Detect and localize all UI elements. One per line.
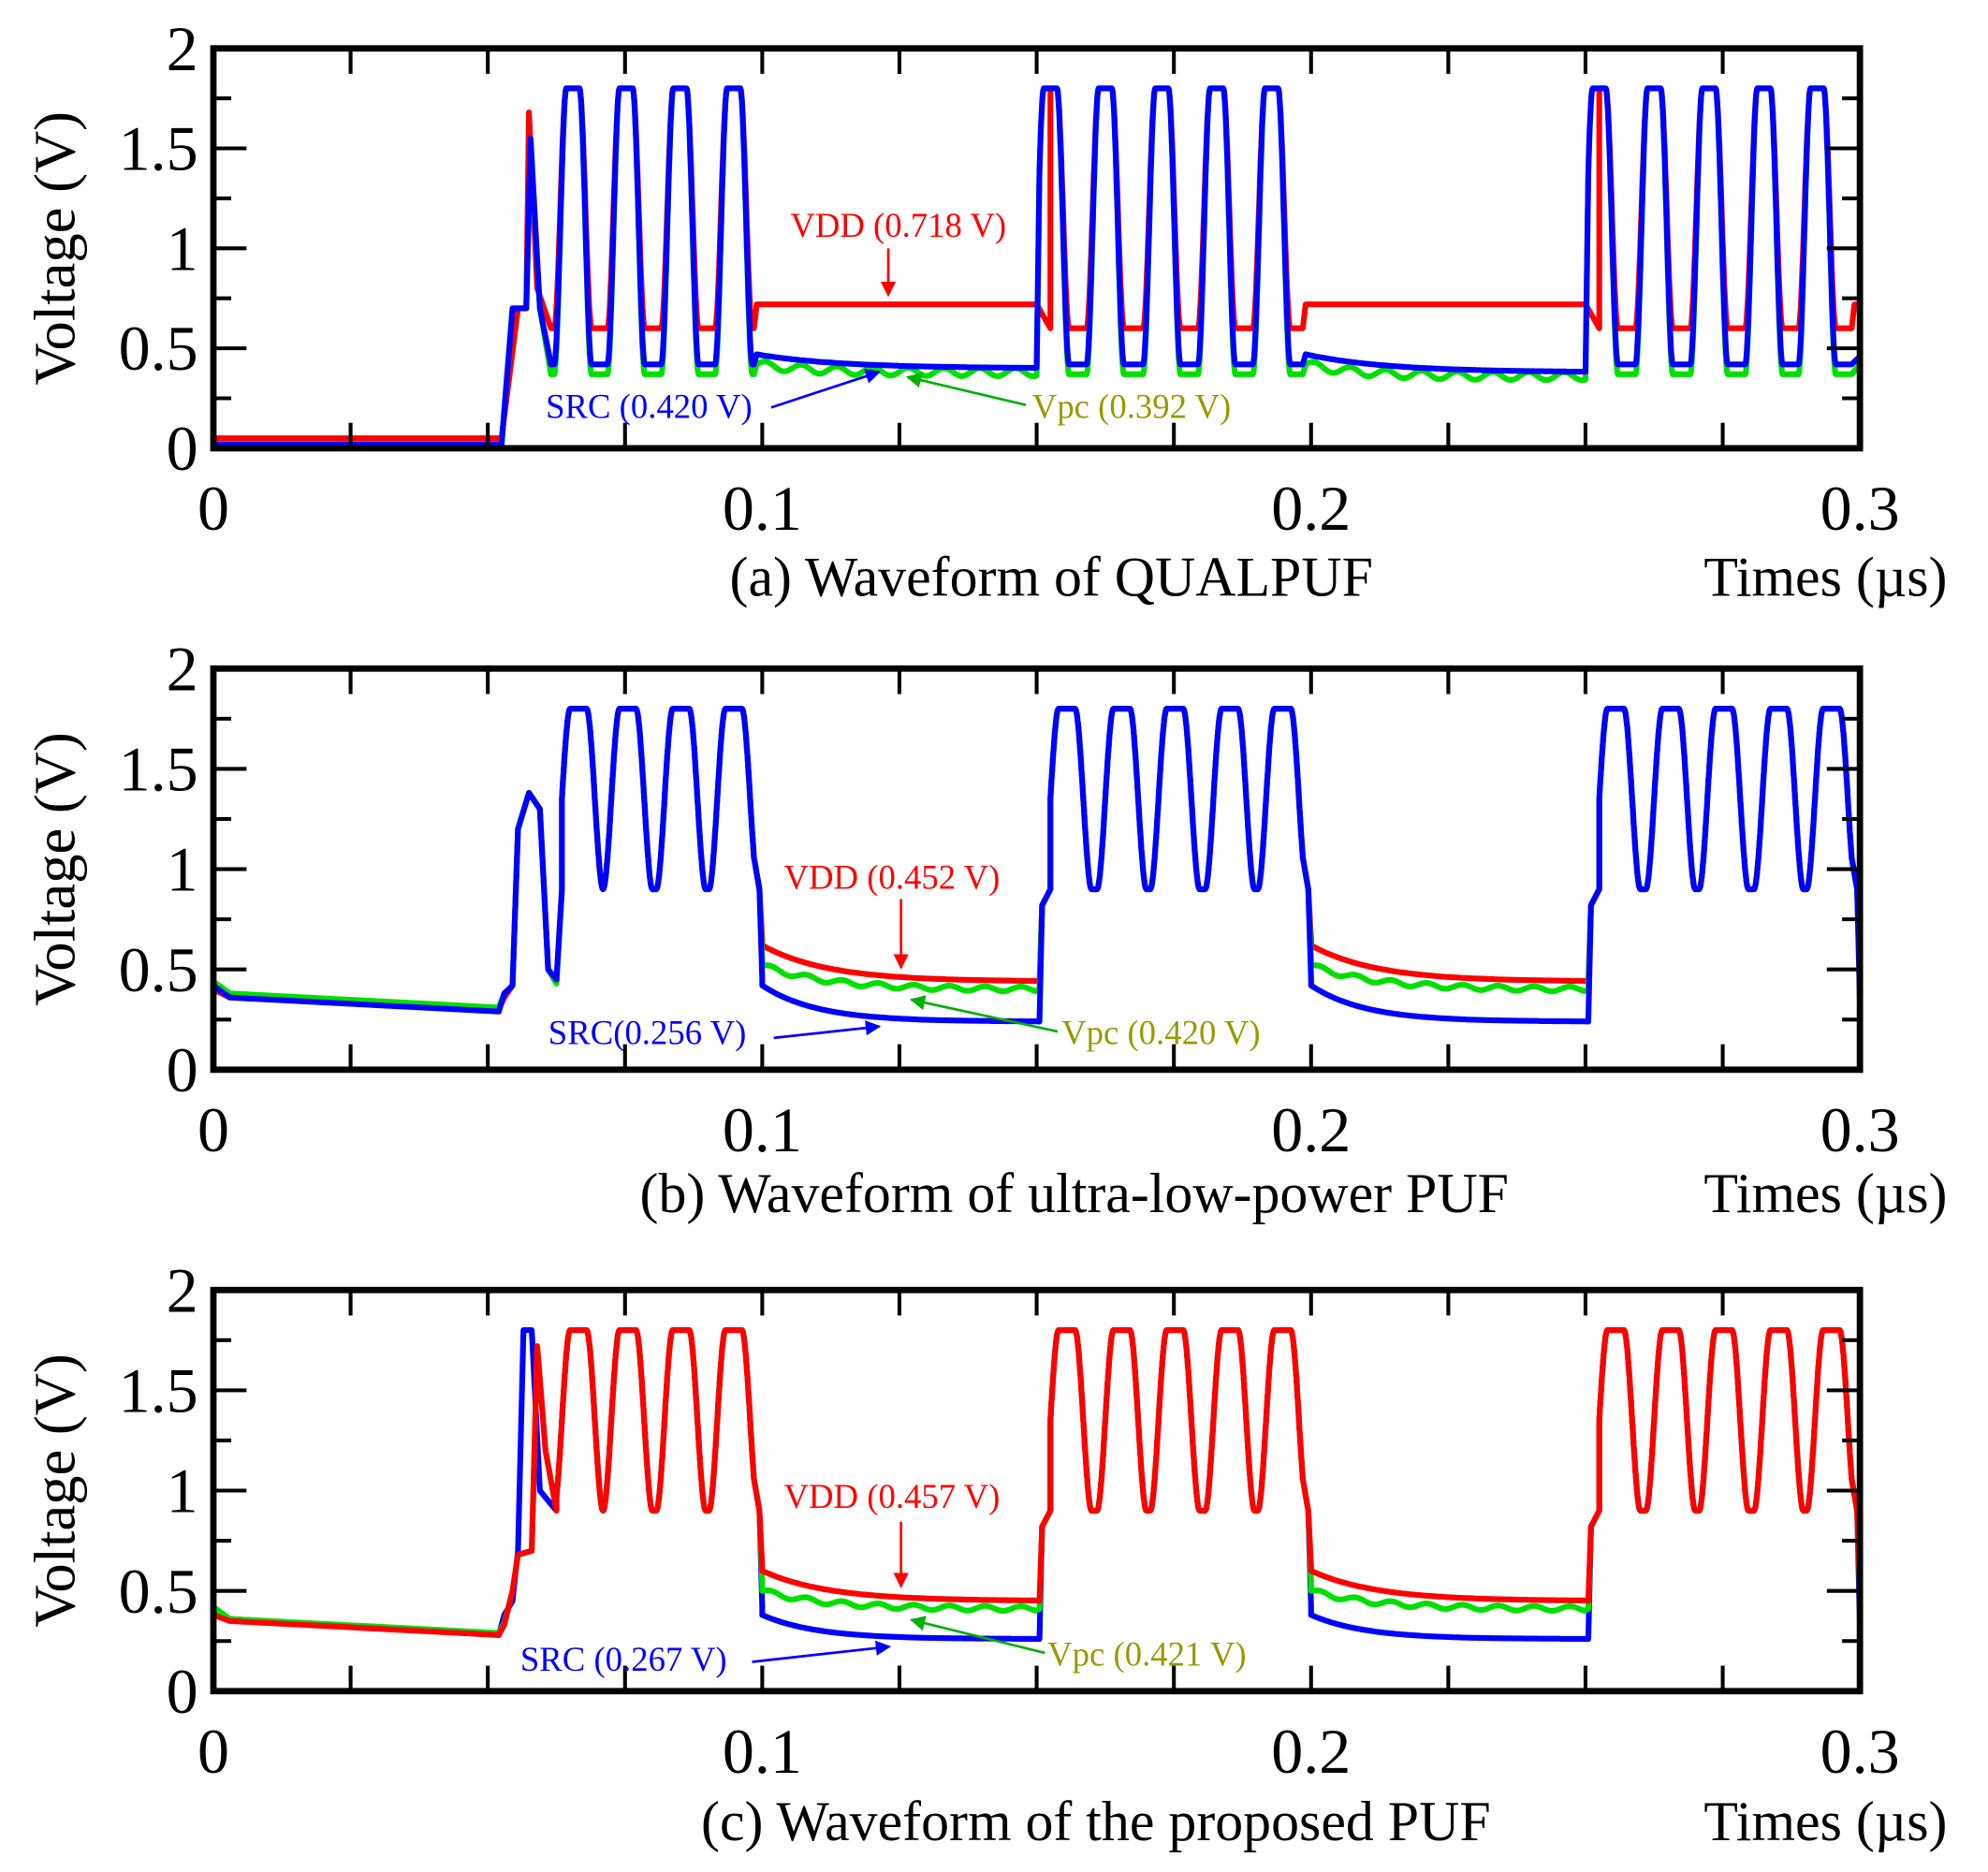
x-tick-label: 0 <box>197 1716 229 1787</box>
series-line-src <box>212 1327 1861 1643</box>
x-tick-label: 0.3 <box>1820 1716 1900 1787</box>
annotation-src: SRC (0.420 V) <box>546 387 753 425</box>
x-tick-label: 0.3 <box>1820 1094 1900 1165</box>
x-axis-label: Times (µs) <box>1703 547 1947 608</box>
x-tick-label: 0.1 <box>723 1094 802 1165</box>
y-tick-label: 1.5 <box>119 734 198 805</box>
y-tick-label: 2 <box>167 13 198 84</box>
series-line-vdd <box>212 706 1861 1013</box>
annotation-vpc: Vpc (0.392 V) <box>1032 387 1231 425</box>
annotation-arrow-vpc <box>909 1616 1045 1655</box>
series-line-src <box>212 706 1861 1025</box>
annotation-vpc: Vpc (0.421 V) <box>1047 1635 1246 1674</box>
y-tick-label: 1 <box>167 1455 198 1527</box>
y-tick-label: 1 <box>167 212 198 284</box>
y-tick-label: 2 <box>167 633 198 704</box>
y-axis-label: Voltage (V) <box>22 111 88 386</box>
annotation-vdd: VDD (0.452 V) <box>784 858 1001 897</box>
annotation-vdd: VDD (0.457 V) <box>784 1477 1001 1515</box>
y-tick-label: 1 <box>167 834 198 905</box>
y-axis-label: Voltage (V) <box>22 732 88 1006</box>
x-tick-label: 0 <box>197 1094 229 1165</box>
x-axis-label: Times (µs) <box>1703 1791 1947 1852</box>
y-tick-label: 2 <box>167 1254 198 1325</box>
panel-caption: (a) Waveform of QUALPUF <box>730 547 1373 608</box>
annotation-vdd: VDD (0.718 V) <box>790 206 1006 244</box>
y-axis-label: Voltage (V) <box>22 1353 88 1628</box>
x-tick-label: 0 <box>197 473 229 544</box>
x-tick-label: 0.2 <box>1271 1094 1351 1165</box>
y-tick-label: 0 <box>167 413 198 484</box>
annotation-vpc: Vpc (0.420 V) <box>1061 1014 1260 1052</box>
series-line-src <box>212 85 1861 447</box>
annotation-src: SRC (0.267 V) <box>520 1640 727 1678</box>
x-tick-label: 0.2 <box>1271 473 1351 544</box>
y-tick-label: 0.5 <box>119 313 198 384</box>
x-tick-label: 0.1 <box>723 1716 802 1787</box>
y-tick-label: 1.5 <box>119 1355 198 1426</box>
annotation-arrow-src <box>752 1640 892 1663</box>
annotation-src: SRC(0.256 V) <box>548 1014 747 1052</box>
annotation-arrow-vpc <box>905 373 1027 406</box>
annotation-arrow-src <box>773 1020 882 1040</box>
y-tick-label: 1.5 <box>119 113 198 184</box>
chart-panel-c: 0 0.1 0.2 0.3 0 0.5 1 1.5 2 Voltage (V) (c) Wavefo… <box>22 1254 1948 1852</box>
series-line-vdd <box>212 1327 1861 1638</box>
y-tick-label: 0 <box>167 1034 198 1105</box>
chart-panel-a: 0 0.1 0.2 0.3 0 0.5 1 1.5 2 Voltage (V) (a) Wavefo… <box>22 13 1948 608</box>
x-tick-label: 0.3 <box>1820 473 1900 544</box>
annotation-arrow-src <box>770 369 882 409</box>
x-tick-label: 0.2 <box>1271 1716 1351 1787</box>
chart-panel-b: 0 0.1 0.2 0.3 0 0.5 1 1.5 2 Voltage (V) (b) Wavefo… <box>22 633 1948 1224</box>
series-line-vpc <box>212 1327 1861 1636</box>
annotation-arrow-vpc <box>909 995 1059 1033</box>
panel-caption: (c) Waveform of the proposed PUF <box>701 1791 1491 1852</box>
y-tick-label: 0.5 <box>119 1556 198 1627</box>
panel-caption: (b) Waveform of ultra-low-power PUF <box>640 1163 1509 1224</box>
x-axis-label: Times (µs) <box>1703 1163 1947 1224</box>
y-tick-label: 0.5 <box>119 934 198 1005</box>
x-tick-label: 0.1 <box>723 473 802 544</box>
series-line-vpc <box>212 706 1861 1011</box>
y-tick-label: 0 <box>167 1656 198 1727</box>
